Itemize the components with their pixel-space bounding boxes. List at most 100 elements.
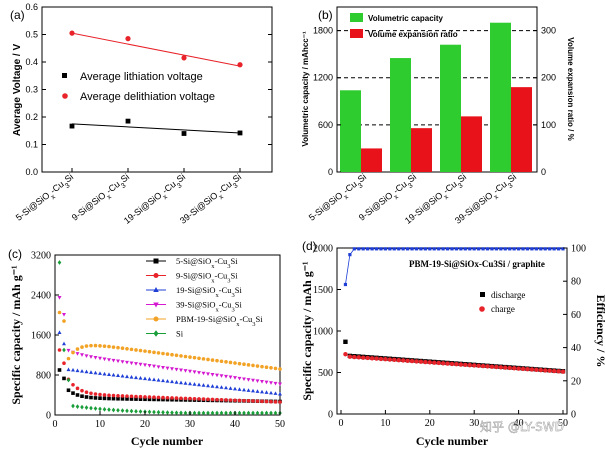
c-point bbox=[107, 344, 111, 349]
panel-a-xticks: 5-Si@SiOx-Cu3Si9-Si@SiOx-Cu3Si19-Si@SiOx… bbox=[14, 168, 243, 226]
d-y2tick-label: 0 bbox=[571, 410, 576, 421]
c-point bbox=[57, 368, 62, 372]
c-point bbox=[71, 350, 75, 355]
c-point bbox=[147, 349, 152, 354]
c-point bbox=[201, 383, 206, 387]
panel-c-xlabel: Cycle number bbox=[131, 434, 204, 448]
d-efficiency-point bbox=[343, 282, 348, 287]
c-point bbox=[75, 404, 80, 409]
c-point bbox=[111, 345, 116, 349]
d-xtick-label: 10 bbox=[380, 418, 390, 429]
c-point bbox=[215, 410, 219, 416]
panel-a-tag: (a) bbox=[10, 8, 25, 22]
c-point bbox=[156, 395, 161, 400]
c-point bbox=[98, 406, 102, 412]
c-point bbox=[116, 373, 120, 378]
d-capacity-point bbox=[520, 366, 526, 372]
c-point bbox=[255, 379, 260, 383]
c-point bbox=[233, 376, 237, 380]
panel-c-legend: 5-Si@SiOx-Cu3Si9-Si@SiOx-Cu3Si19-Si@SiOx… bbox=[146, 256, 263, 339]
c-point bbox=[260, 399, 264, 404]
panel-d-ylabel: Specific capacity / mAh g⁻¹ bbox=[300, 261, 314, 401]
c-point bbox=[269, 381, 273, 385]
d-xtick-label: 20 bbox=[425, 418, 435, 429]
panel-d-legend: discharge charge bbox=[479, 290, 525, 314]
c-point bbox=[134, 394, 138, 399]
c-point bbox=[152, 364, 156, 369]
c-point bbox=[147, 397, 152, 402]
c-point bbox=[143, 363, 147, 368]
d-capacity-point bbox=[440, 361, 446, 366]
c-point bbox=[246, 410, 251, 416]
b-ytick-label: 0 bbox=[328, 167, 333, 177]
c-point bbox=[80, 394, 84, 399]
d-capacity-point bbox=[489, 364, 495, 369]
c-ytick-label: 2400 bbox=[31, 291, 51, 302]
panel-b-y2label: Volume expansion ratio / % bbox=[566, 37, 575, 140]
b-bar-volumetric bbox=[490, 22, 511, 173]
c-xtick-label: 0 bbox=[53, 419, 58, 430]
legend-swatch-volumetric bbox=[350, 13, 363, 22]
a-point bbox=[181, 55, 187, 61]
c-point bbox=[201, 357, 206, 361]
c-point bbox=[269, 390, 273, 395]
d-capacity-point bbox=[427, 360, 432, 365]
c-point bbox=[179, 410, 183, 416]
c-point bbox=[125, 394, 129, 398]
c-point bbox=[120, 408, 125, 413]
c-point bbox=[251, 388, 255, 393]
b-bar-volumetric bbox=[340, 90, 361, 172]
panel-c: (c) 0 800 1600 2400 3200 0 10 20 30 40 50 Specifi… bbox=[8, 247, 285, 448]
c-point bbox=[147, 395, 152, 399]
panel-b: (b) 0 600 1200 1800 0 100 200 300 5-Si@SiOx-Cu… bbox=[301, 6, 575, 226]
d-capacity-point bbox=[445, 361, 450, 366]
c-point bbox=[242, 410, 246, 416]
c-point bbox=[111, 358, 116, 363]
d-capacity-point bbox=[369, 356, 375, 361]
a-point bbox=[237, 130, 243, 136]
c-point bbox=[156, 351, 161, 355]
c-point bbox=[197, 397, 201, 401]
c-point bbox=[71, 391, 75, 395]
c-point bbox=[156, 397, 161, 402]
panel-c-xticks: 0 10 20 30 40 50 bbox=[53, 411, 285, 430]
c-point bbox=[98, 356, 102, 361]
c-point bbox=[125, 374, 129, 379]
a-point bbox=[125, 118, 131, 124]
d-capacity-point bbox=[511, 366, 517, 371]
d-capacity-point bbox=[454, 362, 459, 367]
a-ytick-label: 0.6 bbox=[25, 2, 38, 12]
d-capacity-point bbox=[494, 364, 499, 370]
c-point bbox=[278, 391, 282, 396]
a-fit-line bbox=[71, 32, 241, 67]
c-point bbox=[134, 397, 138, 401]
c-point bbox=[170, 396, 174, 400]
d-capacity-point bbox=[383, 357, 388, 362]
d-ytick-label: 1000 bbox=[313, 327, 333, 338]
c-point bbox=[62, 319, 66, 323]
c-point bbox=[93, 343, 98, 348]
d-capacity-point bbox=[365, 355, 370, 361]
c-point bbox=[161, 378, 165, 383]
c-point bbox=[206, 397, 210, 402]
legend-label-charge: charge bbox=[491, 304, 515, 314]
legend-label-lithiation: Average lithiation voltage bbox=[80, 71, 203, 83]
c-point bbox=[251, 363, 255, 368]
d-ytick-label: 1500 bbox=[313, 285, 333, 296]
c-point bbox=[75, 347, 80, 351]
d-capacity-point bbox=[543, 368, 548, 373]
c-point bbox=[143, 349, 147, 353]
d-capacity-point bbox=[378, 356, 384, 362]
c-point bbox=[197, 371, 201, 375]
c-point bbox=[152, 397, 156, 402]
c-point bbox=[138, 397, 143, 401]
c-point bbox=[134, 348, 138, 352]
legend-label-discharge: discharge bbox=[491, 290, 525, 300]
c-point bbox=[107, 372, 111, 376]
d-capacity-point bbox=[432, 360, 437, 365]
c-point bbox=[120, 394, 125, 398]
c-point bbox=[120, 373, 125, 378]
b-y2tick-label: 0 bbox=[541, 167, 546, 177]
panel-d-y2ticks: 0 20 40 60 80 100 bbox=[563, 244, 586, 421]
a-point bbox=[125, 36, 131, 42]
